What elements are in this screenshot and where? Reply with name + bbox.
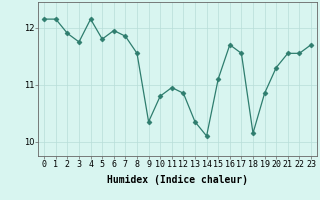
- X-axis label: Humidex (Indice chaleur): Humidex (Indice chaleur): [107, 175, 248, 185]
